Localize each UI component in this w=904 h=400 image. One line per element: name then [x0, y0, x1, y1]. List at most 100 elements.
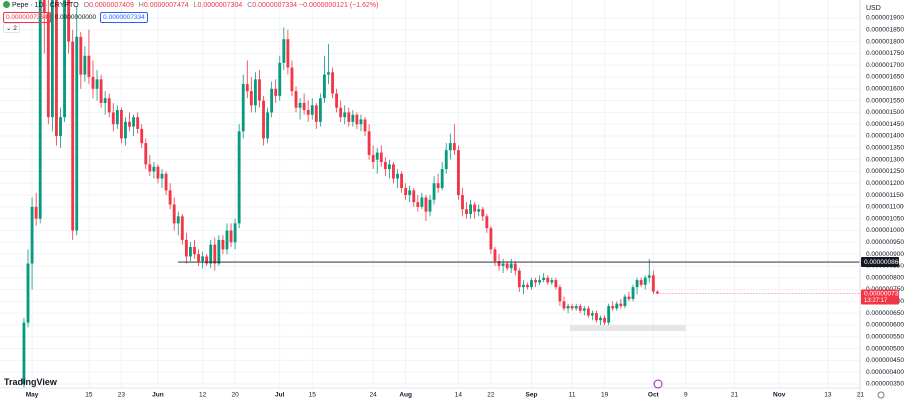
x-tick-label: 21: [857, 392, 865, 399]
candle-body: [554, 280, 558, 288]
y-tick-label: 0.0000005500: [866, 333, 904, 340]
x-tick-label: 20: [231, 392, 239, 399]
ohlc-key: H: [138, 2, 144, 9]
candle-body: [132, 117, 136, 127]
candle-body: [327, 72, 330, 75]
candle-body: [351, 114, 355, 122]
candle-body: [128, 121, 131, 127]
symbol[interactable]: Pepe · 1D · CRYPTO: [12, 2, 79, 9]
candle-body: [229, 230, 233, 243]
ohlc-value: 0.0000007304: [197, 2, 243, 9]
candle-body: [526, 284, 529, 288]
candle-body: [124, 121, 127, 139]
price-tag-label: 0.0000008663: [864, 259, 904, 266]
buy-button[interactable]: 0.0000007334: [100, 12, 148, 23]
candle-body: [258, 79, 261, 101]
candle-body: [469, 204, 473, 214]
indicators-toggle[interactable]: ⌄ 2: [3, 23, 20, 33]
settings-icon[interactable]: [877, 391, 885, 399]
candle-body: [306, 110, 310, 115]
candle-body: [396, 173, 399, 179]
y-tick-label: 0.0000011500: [866, 192, 904, 199]
y-tick-label: 0.0000004500: [866, 357, 904, 364]
last-price-tag: [861, 289, 899, 305]
x-tick-label: 12: [199, 392, 207, 399]
candle-body: [168, 190, 172, 205]
y-tick-label: 0.0000014500: [866, 121, 904, 128]
candle-body: [521, 284, 525, 288]
candle-body: [509, 263, 513, 269]
candle-body: [107, 98, 111, 113]
candle-body: [286, 39, 290, 68]
y-tick-label: 0.0000014000: [866, 133, 904, 140]
countdown: 13:27:17: [864, 298, 888, 304]
candle-body: [95, 79, 99, 89]
last-price-label: 0.0000007334: [864, 291, 904, 298]
x-tick-label: 24: [370, 392, 378, 399]
candle-body: [655, 291, 659, 294]
y-tick-label: 0.0000016500: [866, 74, 904, 81]
candle-body: [477, 209, 481, 212]
candle-body: [233, 223, 237, 243]
y-tick-label: 0.0000018000: [866, 38, 904, 45]
candle-body: [371, 154, 375, 163]
candle-body: [189, 247, 192, 257]
x-tick-label: 14: [455, 392, 463, 399]
candle-body: [249, 91, 253, 106]
y-tick-label: 0.0000004000: [866, 369, 904, 376]
event-icon[interactable]: [653, 379, 663, 389]
candle-body: [140, 128, 144, 144]
y-tick-label: 0.0000003500: [866, 381, 904, 388]
candle-body: [294, 91, 298, 108]
candle-body: [436, 183, 440, 188]
candle-body: [266, 112, 270, 139]
candle-body: [562, 301, 566, 309]
candle-body: [148, 164, 152, 172]
x-tick-label: Oct: [648, 392, 660, 399]
currency[interactable]: USD: [866, 5, 881, 12]
sell-button[interactable]: 0.0000007334: [3, 12, 51, 23]
candle-body: [639, 280, 643, 285]
candle-body: [623, 296, 627, 307]
candle-body: [363, 119, 367, 132]
change: −0.0000000121 (−1.62%): [299, 2, 379, 9]
grid: [0, 0, 861, 388]
candle-body: [355, 114, 359, 125]
ohlc-value: 0.0000007409: [89, 2, 134, 9]
spread: 0.0000000000: [54, 14, 97, 21]
candle-body: [164, 173, 168, 191]
candle-body: [278, 62, 282, 96]
candle-body: [115, 110, 119, 125]
candle-body: [599, 317, 602, 321]
candle-body: [245, 84, 249, 92]
candle-body: [627, 296, 631, 299]
candle-body: [282, 39, 286, 63]
candle-body: [50, 0, 54, 118]
candle-body: [67, 0, 71, 42]
candle-body: [392, 164, 395, 179]
candle-body: [339, 107, 343, 118]
y-tick-label: 0.0000016000: [866, 86, 904, 93]
y-tick-label: 0.0000019000: [866, 15, 904, 22]
candle-body: [209, 244, 213, 264]
candle-body: [59, 117, 62, 137]
candle-body: [241, 84, 245, 132]
candle-body: [347, 112, 351, 122]
candle-body: [91, 76, 95, 89]
x-tick-label: Sep: [526, 392, 538, 399]
y-tick-label: 0.0000013000: [866, 156, 904, 163]
candle-body: [619, 303, 623, 307]
candle-body: [615, 303, 619, 309]
candle-body: [501, 263, 505, 266]
legend: Pepe · 1D · CRYPTO O0.0000007409 H0.0000…: [3, 1, 378, 11]
candle-body: [424, 197, 428, 212]
y-tick-label: 0.0000006000: [866, 322, 904, 329]
ohlc-key: C: [247, 2, 253, 9]
candle-body: [387, 164, 391, 170]
candle-body: [607, 306, 611, 323]
candle-body: [379, 152, 383, 163]
candle-body: [530, 280, 533, 288]
y-tick-label: 0.0000015500: [866, 97, 904, 104]
candle-body: [493, 249, 497, 262]
candle-body: [30, 206, 34, 264]
